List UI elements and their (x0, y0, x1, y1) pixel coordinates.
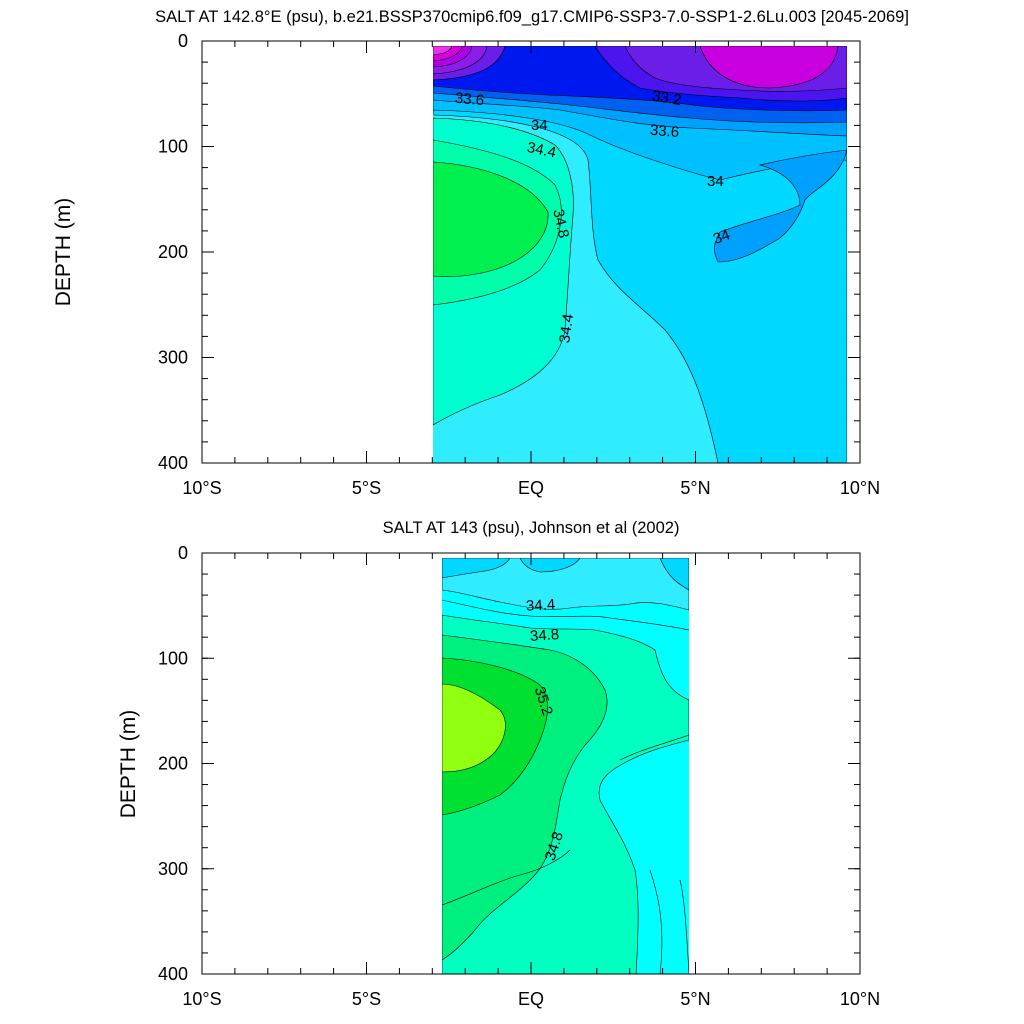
y-tick-label: 400 (158, 964, 188, 984)
contour-label: 34.4 (525, 139, 557, 162)
contour-label: 33.6 (649, 122, 680, 141)
contour-label: 33.2 (651, 87, 683, 109)
x-tick-label: 10°S (182, 989, 221, 1009)
x-tick-label: 10°N (840, 989, 880, 1009)
y-tick-label: 0 (178, 31, 188, 51)
x-tick-label: EQ (518, 989, 544, 1009)
chart-title-top: SALT AT 142.8°E (psu), b.e21.BSSP370cmip… (155, 8, 909, 26)
contour-label: 34.8 (549, 208, 572, 240)
corner-32.4 (433, 46, 453, 56)
contour-label-group-top: 33.6 33.2 34 33.6 34.4 34 34.8 34 34.4 (454, 87, 732, 344)
contour-label: 34.8 (529, 626, 559, 645)
x-tick-label: 5°S (352, 478, 381, 498)
chart-title-bottom: SALT AT 143 (psu), Johnson et al (2002) (383, 519, 680, 537)
x-tick-label: 5°S (352, 989, 381, 1009)
y-tick-label: 0 (178, 543, 188, 563)
band-34.4-34.6 (442, 558, 689, 611)
x-tick-label: EQ (518, 478, 544, 498)
y-tick-label: 200 (158, 754, 188, 774)
ticks-top: 10°S 5°S EQ 5°N 10°N 0 100 200 300 400 (158, 31, 880, 498)
contour-fill-top: 33.6 33.2 34 33.6 34.4 34 34.8 34 34.4 (433, 46, 847, 463)
y-tick-label: 100 (158, 137, 188, 157)
band-32.8-33.0 (699, 46, 839, 89)
panel-bottom-observations: SALT AT 143 (psu), Johnson et al (2002) … (117, 519, 880, 1009)
band-34.2-34.4-right (519, 558, 581, 573)
x-tick-label: 10°S (182, 478, 221, 498)
band-gt-35.4 (442, 683, 506, 773)
contour-label: 34 (531, 117, 548, 134)
band-33.8-34.0-tongue (714, 149, 847, 263)
y-tick-label: 200 (158, 242, 188, 262)
x-tick-label: 5°N (680, 478, 710, 498)
panel-top-model: SALT AT 142.8°E (psu), b.e21.BSSP370cmip… (52, 8, 909, 498)
y-axis-label-top: DEPTH (m) (52, 198, 75, 307)
contour-lines-bottom-extra (442, 599, 689, 974)
y-tick-label: 400 (158, 453, 188, 473)
band-34.2-34.4 (433, 109, 847, 463)
band-gt-35.0 (433, 161, 549, 277)
band-34.2-34.4-corner (659, 558, 689, 591)
x-tick-label: 5°N (680, 989, 710, 1009)
y-tick-label: 300 (158, 859, 188, 879)
contour-fill-bottom: 34.4 34.8 35.2 34.8 (442, 558, 689, 974)
contour-label: 33.6 (454, 90, 485, 109)
contour-label: 34 (711, 226, 732, 248)
y-tick-label: 100 (158, 648, 188, 668)
band-34.2-34.4 (442, 558, 511, 579)
contour-label: 34.4 (526, 596, 556, 615)
y-tick-label: 300 (158, 348, 188, 368)
ticks-bottom: 10°S 5°S EQ 5°N 10°N 0 100 200 300 400 (158, 543, 880, 1009)
x-tick-label: 10°N (840, 478, 880, 498)
contour-label: 34 (707, 173, 724, 190)
y-axis-label-bottom: DEPTH (m) (117, 710, 140, 819)
contour-label: 34.4 (556, 313, 577, 344)
